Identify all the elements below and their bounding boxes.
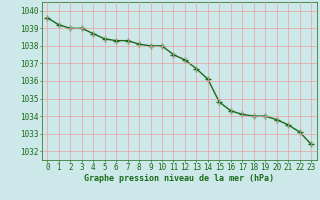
- X-axis label: Graphe pression niveau de la mer (hPa): Graphe pression niveau de la mer (hPa): [84, 174, 274, 183]
